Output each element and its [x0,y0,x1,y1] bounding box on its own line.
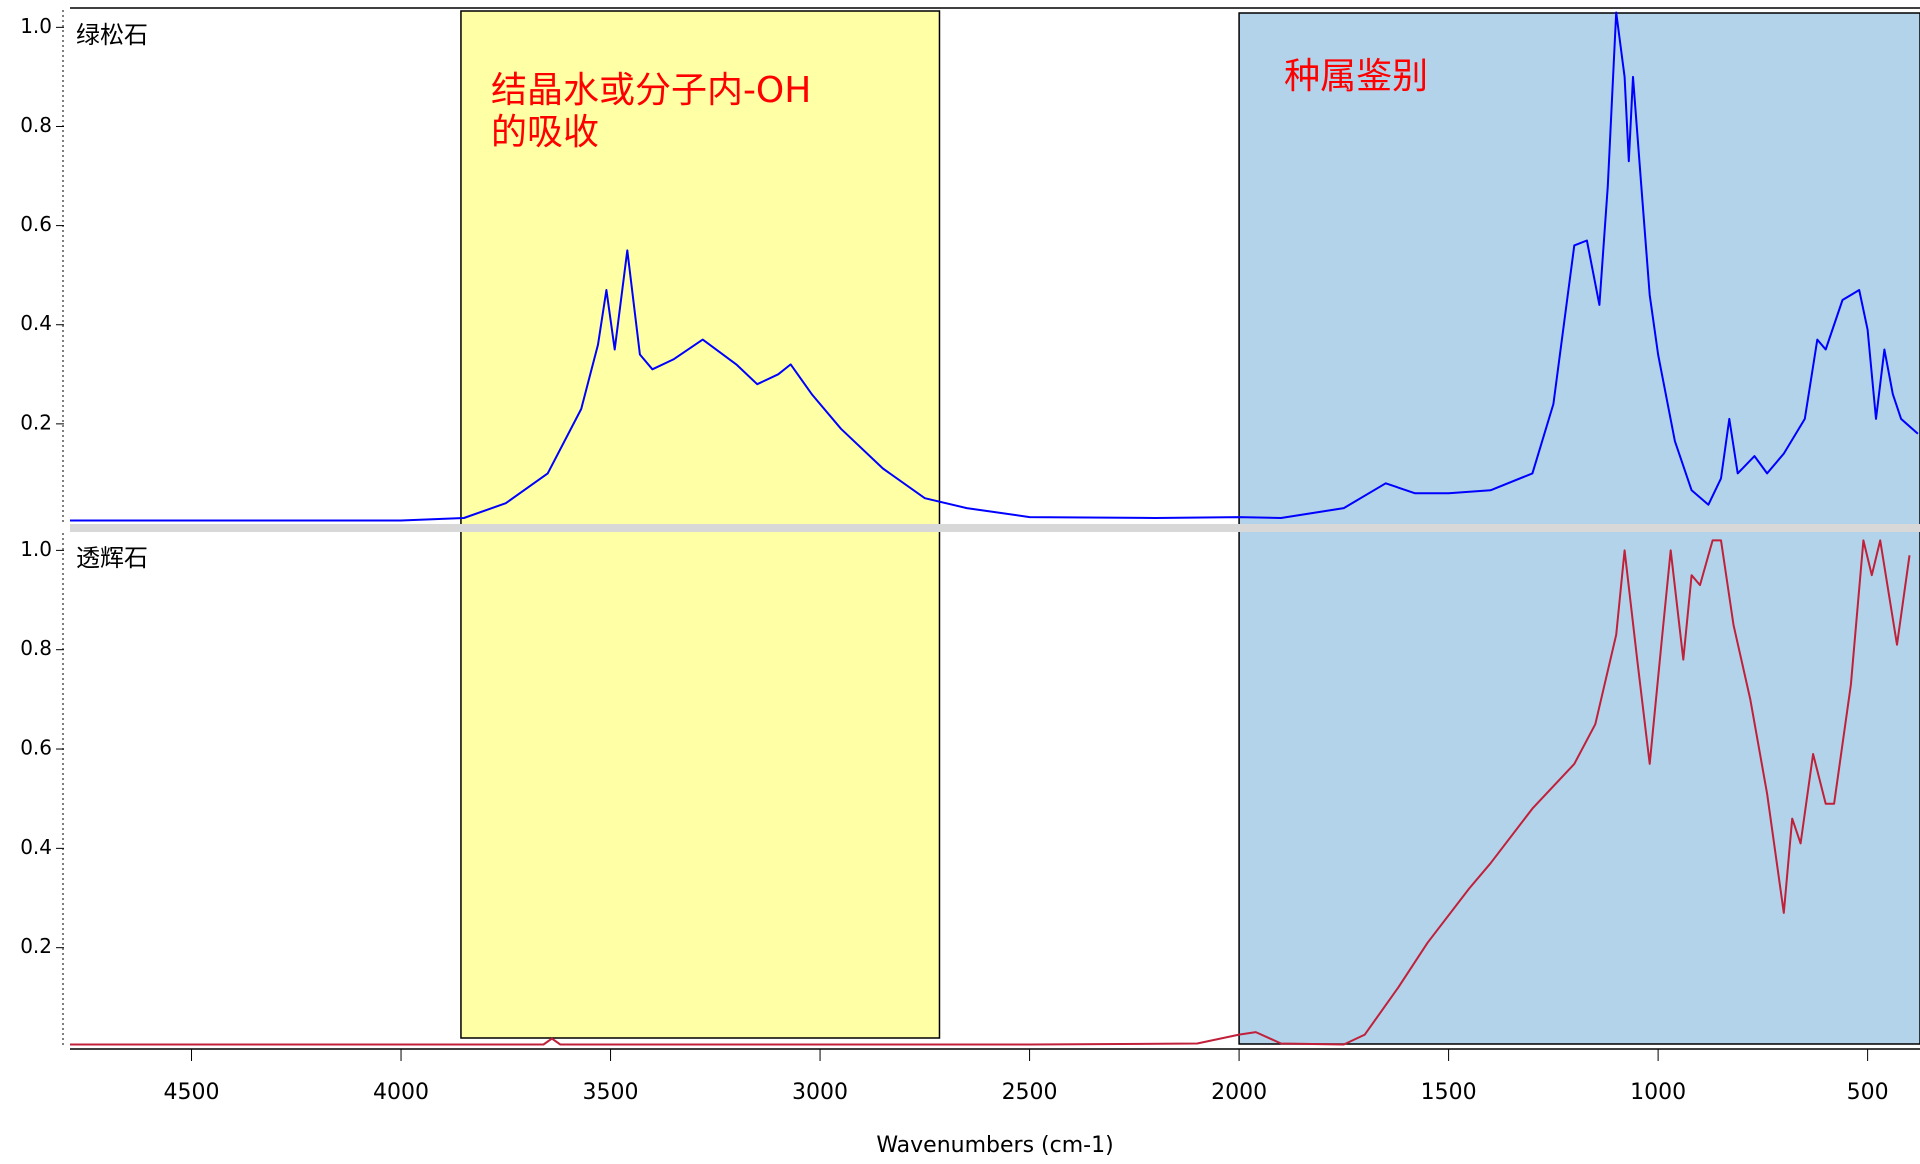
plot-area: 1.0 0.8 0.6 0.4 0.2 绿松石 1.0 0.8 0.6 0.4 0.2 透辉石 4500… [20,7,1920,1105]
x-tick-label: 2000 [1211,1080,1267,1105]
y-tick-label: 0.2 [20,934,52,958]
x-tick-label: 2500 [1002,1080,1058,1105]
x-tick-label: 1000 [1630,1080,1686,1105]
y-tick-label: 0.2 [20,410,52,434]
panel-label: 绿松石 [76,21,148,49]
y-tick-label: 0.6 [20,736,52,760]
x-tick-label: 3500 [583,1080,639,1105]
spectrum-line [70,539,1911,1046]
region-label: 种属鉴别 [1284,56,1428,97]
y-tick-label: 0.4 [20,835,52,859]
y-tick-label: 0.6 [20,212,52,236]
y-tick-label: 1.0 [20,537,52,561]
x-tick-label: 3000 [792,1080,848,1105]
x-tick-label: 1500 [1421,1080,1477,1105]
y-tick-label: 0.8 [20,636,52,660]
panel-label: 透辉石 [76,544,148,572]
x-tick-label: 500 [1847,1080,1889,1105]
x-tick-label: 4000 [373,1080,429,1105]
y-tick-label: 1.0 [20,14,52,38]
region-label: 结晶水或分子内-OH [491,70,811,111]
x-axis-label: Wavenumbers (cm-1) [876,1133,1113,1158]
y-tick-label: 0.4 [20,311,52,335]
x-tick-label: 4500 [164,1080,220,1105]
panel-separator [70,524,1920,532]
y-tick-label: 0.8 [20,113,52,137]
region-label: 的吸收 [491,112,599,153]
spectrum-line [70,11,1919,522]
